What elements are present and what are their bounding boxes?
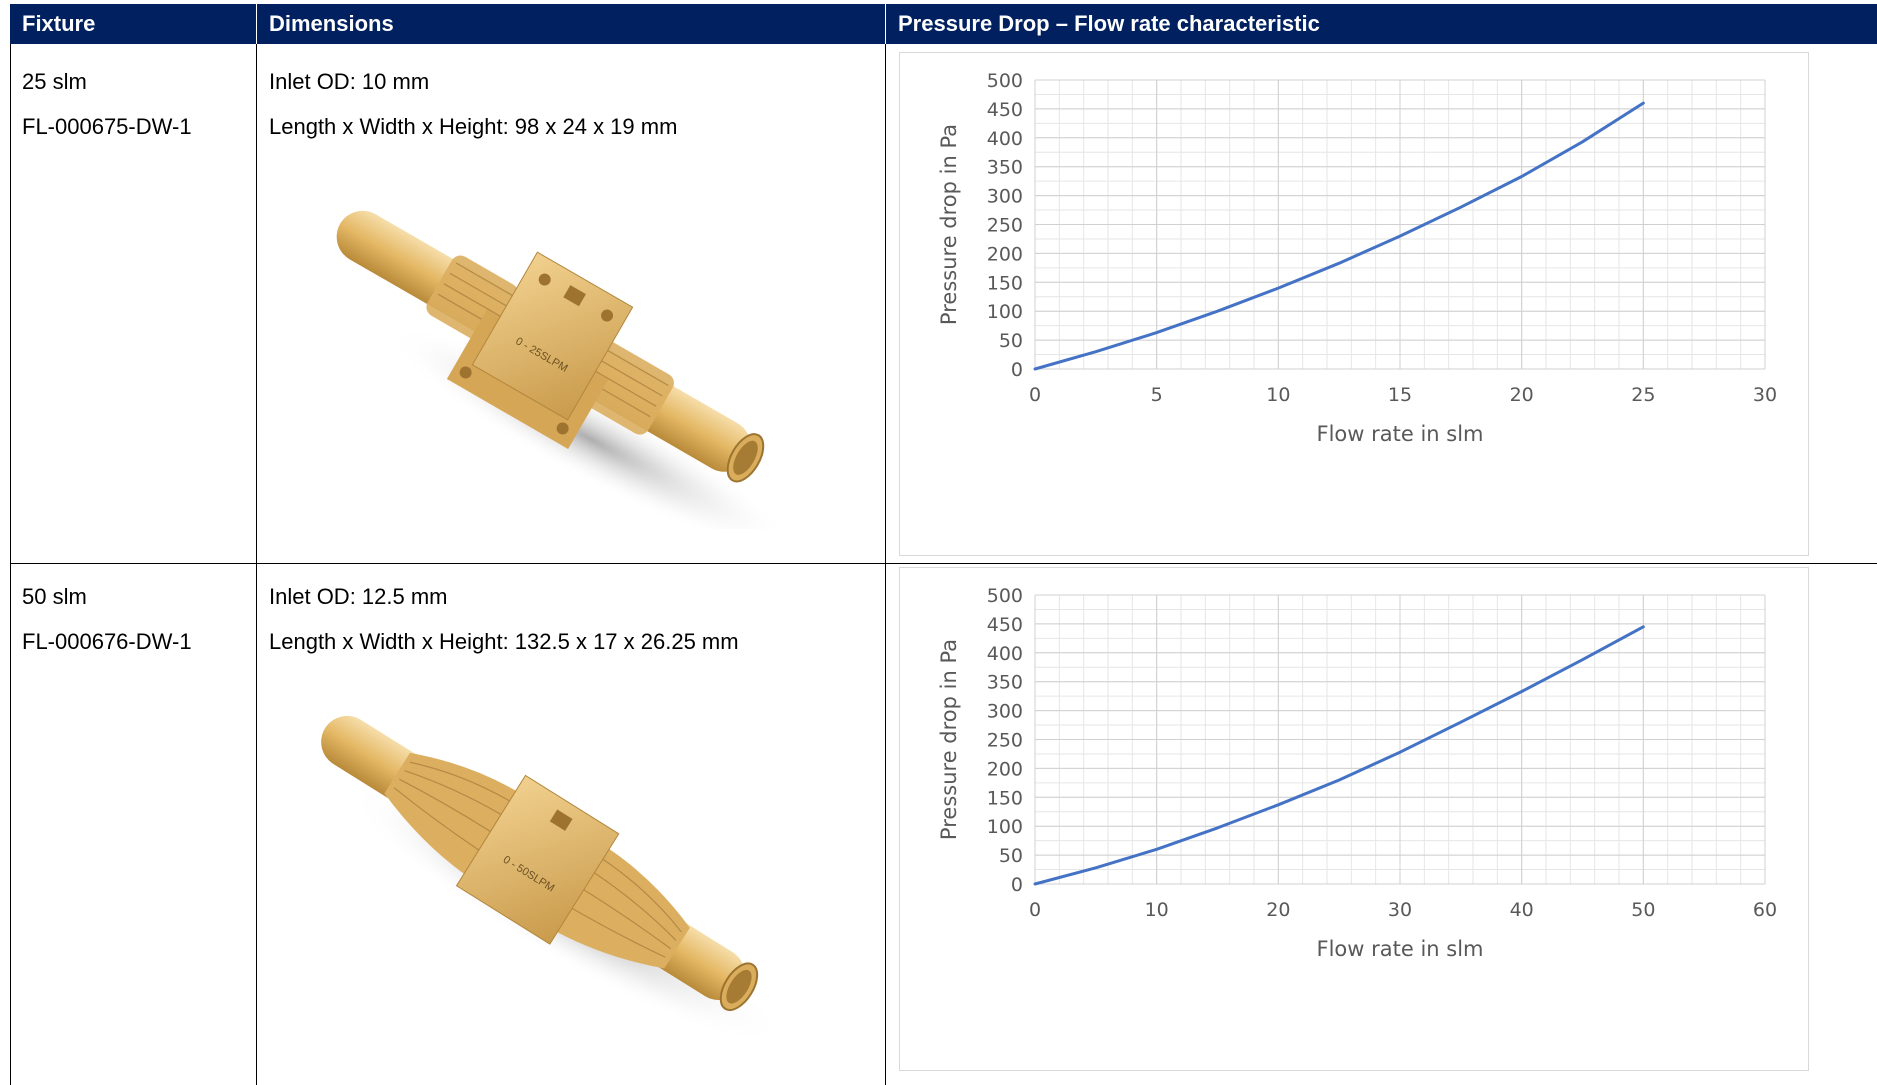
- y-axis-title: Pressure drop in Pa: [937, 639, 961, 840]
- y-tick-label: 350: [987, 157, 1023, 179]
- x-tick-label: 30: [1388, 899, 1412, 921]
- y-tick-label: 50: [999, 845, 1023, 867]
- x-tick-label: 10: [1145, 899, 1169, 921]
- header-dimensions: Dimensions: [257, 4, 886, 44]
- x-tick-label: 0: [1029, 899, 1041, 921]
- y-tick-label: 300: [987, 701, 1023, 723]
- pressure-chart-25slm: 0 50 100 150 200 250 300 350 400 450 500 0 5 10 15 20 25…: [899, 52, 1809, 556]
- fixture-part-number: FL-000675-DW-1: [22, 114, 192, 139]
- x-tick-label: 5: [1151, 384, 1163, 406]
- y-tick-label: 50: [999, 330, 1023, 352]
- pressure-chart-50slm: 0 50 100 150 200 250 300 350 400 450 500 0 10 20 30 40 5…: [899, 567, 1809, 1071]
- inlet-od: Inlet OD: 12.5 mm: [269, 584, 448, 609]
- y-tick-label: 150: [987, 272, 1023, 294]
- y-tick-label: 150: [987, 787, 1023, 809]
- y-tick-label: 450: [987, 99, 1023, 121]
- y-tick-label: 300: [987, 186, 1023, 208]
- fixture-part-number: FL-000676-DW-1: [22, 629, 192, 654]
- y-tick-label: 500: [987, 585, 1023, 607]
- y-tick-label: 200: [987, 758, 1023, 780]
- x-tick-label: 30: [1753, 384, 1777, 406]
- x-tick-label: 20: [1510, 384, 1534, 406]
- x-tick-label: 60: [1753, 899, 1777, 921]
- fixture-size: Length x Width x Height: 132.5 x 17 x 26…: [269, 629, 739, 654]
- y-tick-label: 0: [1011, 874, 1023, 896]
- fixture-rate: 50 slm: [22, 584, 87, 609]
- y-tick-label: 400: [987, 643, 1023, 665]
- inlet-od: Inlet OD: 10 mm: [269, 69, 430, 94]
- y-tick-label: 400: [987, 128, 1023, 150]
- fixture-rate: 25 slm: [22, 69, 87, 94]
- x-tick-label: 40: [1510, 899, 1534, 921]
- y-tick-label: 250: [987, 730, 1023, 752]
- header-pressure-drop: Pressure Drop – Flow rate characteristic: [886, 4, 1877, 44]
- x-axis-title: Flow rate in slm: [1317, 422, 1484, 446]
- header-fixture: Fixture: [10, 4, 257, 44]
- column-divider: [256, 44, 257, 1085]
- x-tick-label: 50: [1631, 899, 1655, 921]
- y-tick-label: 100: [987, 816, 1023, 838]
- series-line: [1033, 625, 1645, 886]
- fixture-size: Length x Width x Height: 98 x 24 x 19 mm: [269, 114, 678, 139]
- chart-plot-50slm: 0 50 100 150 200 250 300 350 400 450 500 0 10 20 30 40 5…: [937, 585, 1777, 961]
- x-tick-label: 20: [1266, 899, 1290, 921]
- y-tick-label: 100: [987, 301, 1023, 323]
- chart-plot-25slm: 0 50 100 150 200 250 300 350 400 450 500 0 5 10 15 20 25…: [937, 70, 1777, 446]
- x-tick-label: 10: [1266, 384, 1290, 406]
- column-divider: [885, 44, 886, 1085]
- y-tick-label: 250: [987, 215, 1023, 237]
- fixture-table: Fixture Dimensions Pressure Drop – Flow …: [10, 4, 1877, 1085]
- y-tick-label: 450: [987, 614, 1023, 636]
- y-axis-title: Pressure drop in Pa: [937, 124, 961, 325]
- y-tick-label: 0: [1011, 359, 1023, 381]
- y-tick-label: 500: [987, 70, 1023, 92]
- y-tick-label: 350: [987, 672, 1023, 694]
- fixture-render-25slm: 0 - 25SLPM: [336, 210, 794, 529]
- fixture-render-50slm: 0 - 50SLPM: [321, 715, 783, 1045]
- row-divider: [10, 563, 1877, 564]
- x-tick-label: 15: [1388, 384, 1412, 406]
- series-line: [1033, 101, 1645, 371]
- x-tick-label: 25: [1631, 384, 1655, 406]
- x-axis-title: Flow rate in slm: [1317, 937, 1484, 961]
- y-tick-label: 200: [987, 243, 1023, 265]
- table-border-left: [10, 44, 11, 1085]
- x-tick-label: 0: [1029, 384, 1041, 406]
